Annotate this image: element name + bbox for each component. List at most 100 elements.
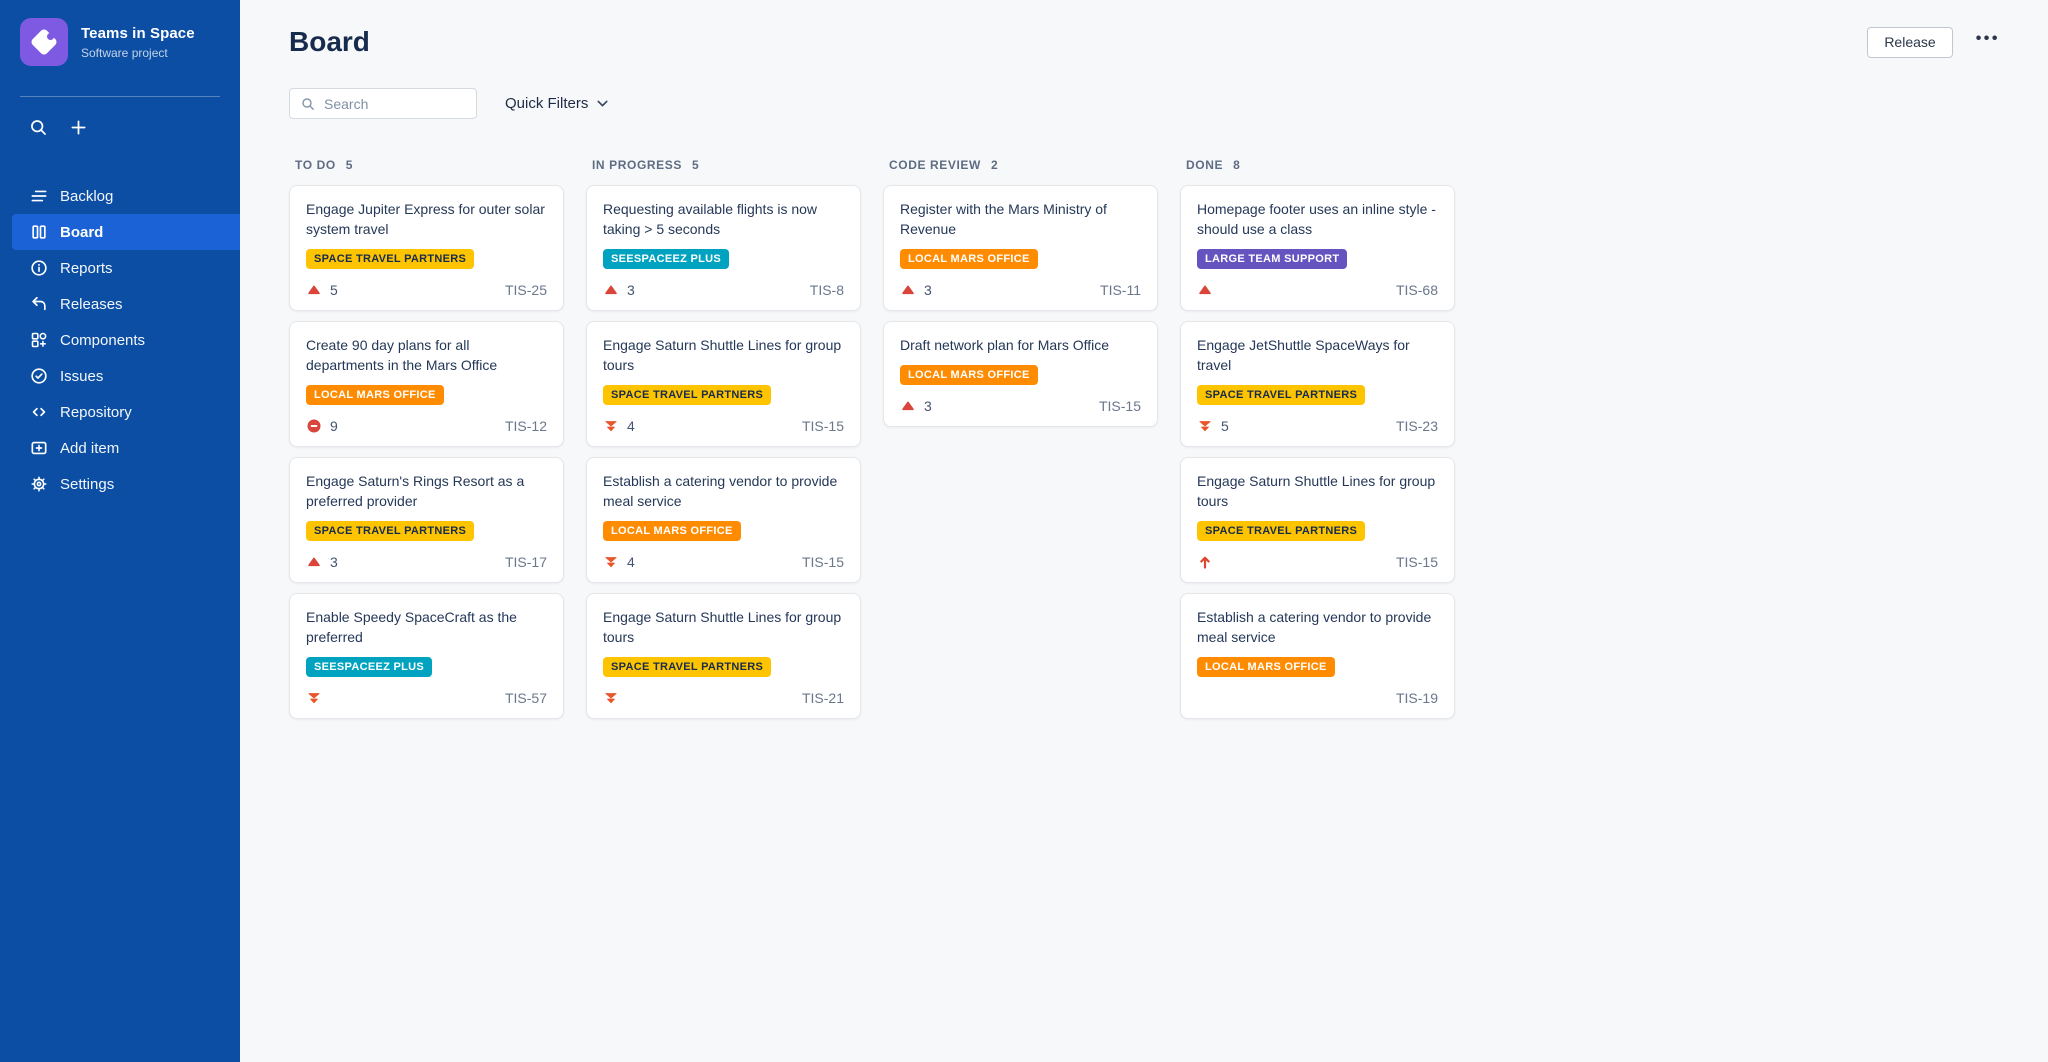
sidebar-nav: Backlog Board Reports Releases Component… bbox=[0, 178, 240, 502]
triangle-up-icon bbox=[1197, 282, 1213, 298]
column-count: 5 bbox=[345, 158, 354, 172]
issue-card[interactable]: Draft network plan for Mars Office LOCAL… bbox=[883, 321, 1158, 427]
column-name: IN PROGRESS bbox=[592, 158, 682, 172]
issue-card[interactable]: Homepage footer uses an inline style - s… bbox=[1180, 185, 1455, 311]
project-name: Teams in Space bbox=[81, 24, 195, 42]
sidebar-item-components[interactable]: Components bbox=[0, 322, 240, 358]
board-toolbar: Quick Filters bbox=[240, 60, 2048, 119]
estimate-value: 3 bbox=[627, 282, 635, 298]
release-button[interactable]: Release bbox=[1867, 26, 1953, 58]
issue-card[interactable]: Engage Saturn Shuttle Lines for group to… bbox=[586, 593, 861, 719]
double-chevron-down-icon bbox=[1197, 418, 1213, 434]
card-title: Homepage footer uses an inline style - s… bbox=[1197, 201, 1436, 237]
search-icon[interactable] bbox=[27, 116, 50, 139]
search-box[interactable] bbox=[289, 88, 477, 119]
sidebar-item-board[interactable]: Board bbox=[12, 214, 240, 250]
card-title: Engage Saturn Shuttle Lines for group to… bbox=[603, 337, 842, 373]
repository-icon bbox=[28, 402, 49, 423]
issue-key: TIS-21 bbox=[801, 690, 844, 706]
plus-icon[interactable] bbox=[67, 116, 90, 139]
sidebar-item-releases[interactable]: Releases bbox=[0, 286, 240, 322]
issue-card[interactable]: Engage Jupiter Express for outer solar s… bbox=[289, 185, 564, 311]
sidebar-item-repository[interactable]: Repository bbox=[0, 394, 240, 430]
issue-card[interactable]: Create 90 day plans for all departments … bbox=[289, 321, 564, 447]
issue-key: TIS-19 bbox=[1395, 690, 1438, 706]
issue-key: TIS-17 bbox=[504, 554, 547, 570]
column-cards: Homepage footer uses an inline style - s… bbox=[1180, 185, 1455, 719]
magnifier-icon bbox=[300, 96, 316, 112]
header-actions: Release ••• bbox=[1867, 26, 2000, 58]
sidebar: Teams in Space Software project Backlog … bbox=[0, 0, 240, 1062]
card-label-badge: SPACE TRAVEL PARTNERS bbox=[603, 385, 772, 405]
triangle-up-icon bbox=[900, 282, 916, 298]
column-count: 8 bbox=[1233, 158, 1241, 172]
card-title: Requesting available flights is now taki… bbox=[603, 201, 818, 237]
issue-card[interactable]: Establish a catering vendor to provide m… bbox=[1180, 593, 1455, 719]
card-label-badge: LOCAL MARS OFFICE bbox=[900, 249, 1038, 269]
issue-key: TIS-23 bbox=[1395, 418, 1438, 434]
card-title: Engage Saturn's Rings Resort as a prefer… bbox=[306, 473, 525, 509]
issue-card[interactable]: Engage Saturn's Rings Resort as a prefer… bbox=[289, 457, 564, 583]
issue-card[interactable]: Establish a catering vendor to provide m… bbox=[586, 457, 861, 583]
estimate-value: 3 bbox=[924, 398, 932, 414]
issue-card[interactable]: Engage JetShuttle SpaceWays for travel S… bbox=[1180, 321, 1455, 447]
releases-icon bbox=[28, 294, 49, 315]
sidebar-item-add-item[interactable]: Add item bbox=[0, 430, 240, 466]
card-label-badge: SPACE TRAVEL PARTNERS bbox=[306, 521, 475, 541]
backlog-icon bbox=[28, 186, 49, 207]
column-name: DONE bbox=[1186, 158, 1224, 172]
issue-card[interactable]: Register with the Mars Ministry of Reven… bbox=[883, 185, 1158, 311]
card-title: Engage Saturn Shuttle Lines for group to… bbox=[603, 609, 842, 645]
double-chevron-down-icon bbox=[603, 690, 619, 706]
reports-icon bbox=[28, 258, 49, 279]
card-title: Engage JetShuttle SpaceWays for travel bbox=[1197, 337, 1410, 373]
triangle-up-icon bbox=[306, 282, 322, 298]
card-label-badge: SPACE TRAVEL PARTNERS bbox=[1197, 385, 1366, 405]
issue-card[interactable]: Engage Saturn Shuttle Lines for group to… bbox=[586, 321, 861, 447]
estimate-value: 5 bbox=[330, 282, 338, 298]
chevron-down-icon bbox=[595, 96, 610, 111]
issue-key: TIS-57 bbox=[504, 690, 547, 706]
sidebar-item-settings[interactable]: Settings bbox=[0, 466, 240, 502]
column-name: CODE REVIEW bbox=[889, 158, 981, 172]
card-label-badge: SPACE TRAVEL PARTNERS bbox=[603, 657, 772, 677]
triangle-up-icon bbox=[900, 398, 916, 414]
estimate-value: 3 bbox=[330, 554, 338, 570]
column-name: TO DO bbox=[295, 158, 336, 172]
issue-key: TIS-15 bbox=[1098, 398, 1141, 414]
card-label-badge: LARGE TEAM SUPPORT bbox=[1197, 249, 1348, 269]
triangle-up-icon bbox=[306, 554, 322, 570]
issue-card[interactable]: Engage Saturn Shuttle Lines for group to… bbox=[1180, 457, 1455, 583]
issue-key: TIS-15 bbox=[801, 418, 844, 434]
quick-filters-dropdown[interactable]: Quick Filters bbox=[505, 95, 610, 112]
project-subtitle: Software project bbox=[81, 45, 168, 60]
estimate-value: 4 bbox=[627, 554, 635, 570]
estimate-value: 5 bbox=[1221, 418, 1229, 434]
column-count: 5 bbox=[691, 158, 700, 172]
sidebar-item-issues[interactable]: Issues bbox=[0, 358, 240, 394]
issue-card[interactable]: Requesting available flights is now taki… bbox=[586, 185, 861, 311]
sidebar-item-backlog[interactable]: Backlog bbox=[0, 178, 240, 214]
settings-icon bbox=[28, 474, 49, 495]
project-logo-icon bbox=[20, 18, 68, 66]
ellipsis-icon[interactable]: ••• bbox=[1975, 30, 2000, 47]
triangle-up-icon bbox=[603, 282, 619, 298]
diamond-shape bbox=[29, 27, 59, 57]
double-chevron-down-icon bbox=[306, 690, 322, 706]
card-label-badge: SPACE TRAVEL PARTNERS bbox=[306, 249, 475, 269]
double-chevron-down-icon bbox=[603, 554, 619, 570]
estimate-value: 9 bbox=[330, 418, 338, 434]
issue-card[interactable]: Enable Speedy SpaceCraft as the preferre… bbox=[289, 593, 564, 719]
sidebar-item-reports[interactable]: Reports bbox=[0, 250, 240, 286]
board-icon bbox=[28, 222, 49, 243]
kanban-board: TO DO 5 Engage Jupiter Express for outer… bbox=[240, 119, 2048, 719]
card-title: Register with the Mars Ministry of Reven… bbox=[900, 201, 1107, 237]
column-cards: Register with the Mars Ministry of Reven… bbox=[883, 185, 1158, 427]
board-column-to-do: TO DO 5 Engage Jupiter Express for outer… bbox=[289, 158, 564, 719]
estimate-value: 3 bbox=[924, 282, 932, 298]
search-input[interactable] bbox=[324, 95, 466, 112]
card-label-badge: LOCAL MARS OFFICE bbox=[306, 385, 444, 405]
issue-key: TIS-15 bbox=[1395, 554, 1438, 570]
card-title: Draft network plan for Mars Office bbox=[900, 337, 1110, 353]
card-label-badge: LOCAL MARS OFFICE bbox=[900, 365, 1038, 385]
